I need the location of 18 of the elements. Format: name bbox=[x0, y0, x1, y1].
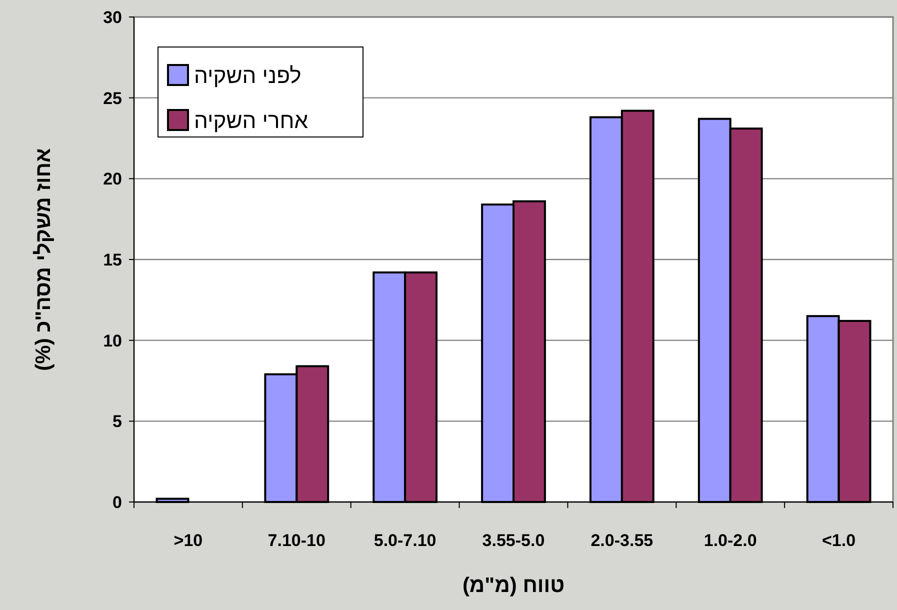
y-tick-label: 15 bbox=[103, 250, 122, 270]
legend-label: אחרי השקיה bbox=[194, 108, 308, 133]
y-tick-label: 30 bbox=[103, 8, 122, 27]
x-tick-label: 1.0-2.0 bbox=[704, 531, 757, 550]
legend-label: לפני השקיה bbox=[194, 63, 302, 88]
x-axis-title: טווח (מ"מ) bbox=[462, 574, 565, 597]
y-tick-label: 0 bbox=[112, 493, 122, 512]
x-tick-label: 7.10-10 bbox=[268, 531, 326, 550]
y-tick-label: 5 bbox=[112, 412, 122, 432]
x-tick-label: 3.55-5.0 bbox=[482, 531, 545, 550]
y-tick-label: 10 bbox=[103, 331, 122, 350]
x-tick-label: >10 bbox=[174, 531, 203, 550]
y-tick-label: 25 bbox=[103, 88, 122, 108]
y-tick-label: 20 bbox=[103, 170, 122, 189]
x-tick-label: 5.0-7.10 bbox=[374, 531, 436, 550]
y-axis-title: אחוז משקלי מסה"כ (%) bbox=[32, 148, 55, 371]
x-tick-label: 2.0-3.55 bbox=[590, 531, 654, 550]
x-tick-label: <1.0 bbox=[822, 531, 856, 550]
